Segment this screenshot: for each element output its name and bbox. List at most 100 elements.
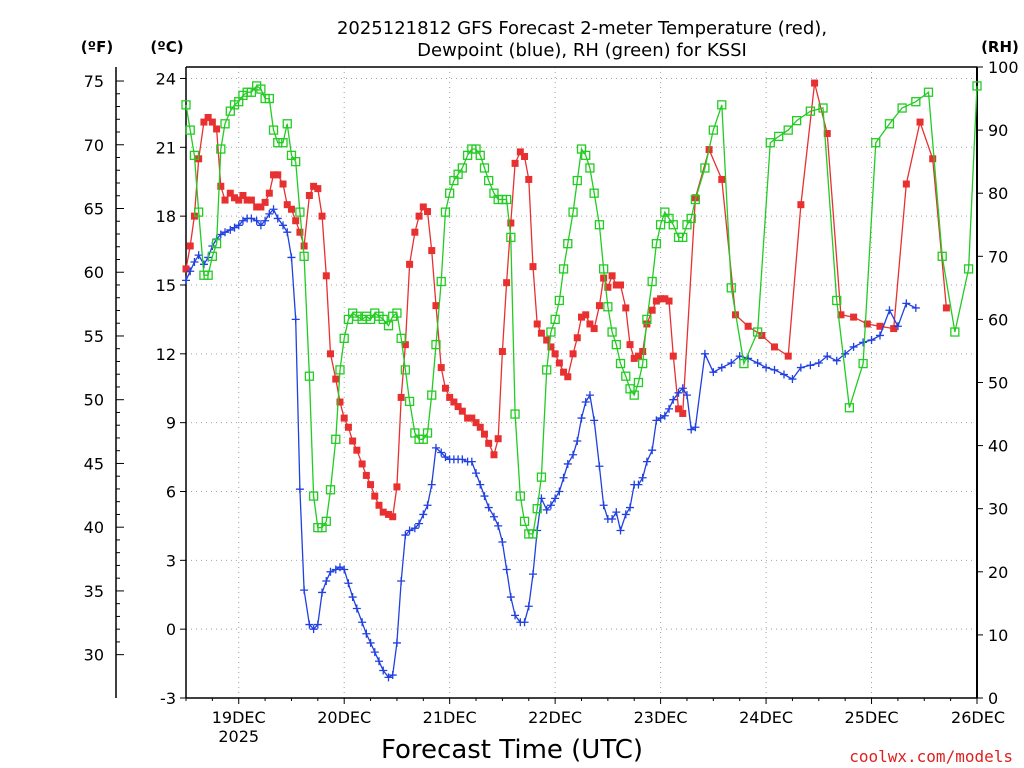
temperature-point xyxy=(560,368,568,376)
rh-point xyxy=(501,194,512,205)
temperature-point xyxy=(401,341,409,349)
fahrenheit-tick-label: 50 xyxy=(84,391,104,410)
dewpoint-point xyxy=(489,512,498,521)
rh-point xyxy=(783,125,793,135)
fahrenheit-tick-label: 60 xyxy=(84,263,104,282)
temperature-point xyxy=(310,182,318,190)
x-tick-label: 21DEC xyxy=(423,708,477,727)
dewpoint-point xyxy=(559,473,568,482)
temperature-point xyxy=(336,398,344,406)
rh-point xyxy=(832,295,842,306)
rh-point xyxy=(427,390,437,400)
dewpoint-point xyxy=(283,228,292,237)
rh-point xyxy=(589,188,599,198)
dewpoint-point xyxy=(484,503,493,512)
rh-point xyxy=(805,106,816,116)
rh-point xyxy=(678,232,688,243)
celsius-tick-label: 6 xyxy=(166,482,176,501)
dewpoint-point xyxy=(300,586,309,595)
credit-text: coolwx.com/models xyxy=(849,747,1013,766)
dewpoint-series xyxy=(182,205,920,682)
temperature-point xyxy=(634,352,642,360)
temperature-point xyxy=(265,189,273,197)
rh-point xyxy=(436,276,446,287)
fahrenheit-tick-label: 40 xyxy=(84,518,104,537)
rh-point xyxy=(647,276,657,287)
celsius-tick-label: -3 xyxy=(160,689,176,708)
temperature-point xyxy=(863,320,871,328)
rh-point xyxy=(181,100,191,110)
dewpoint-point xyxy=(265,209,274,218)
temperature-point xyxy=(590,325,598,333)
temperature-point xyxy=(450,398,458,406)
dewpoint-point xyxy=(494,521,503,530)
temperature-point xyxy=(283,201,291,209)
rh-point xyxy=(528,529,538,539)
temperature-point xyxy=(424,208,432,216)
dewpoint-point xyxy=(867,336,876,345)
dewpoint-point xyxy=(893,322,902,331)
fahrenheit-tick-label: 65 xyxy=(84,199,104,218)
rh-point xyxy=(700,163,710,173)
temperature-point xyxy=(344,423,352,431)
temperature-point xyxy=(604,283,612,291)
dewpoint-point xyxy=(814,358,823,367)
rh-point xyxy=(339,333,349,343)
temperature-point xyxy=(511,159,519,167)
temperature-point xyxy=(476,423,484,431)
dewpoint-point xyxy=(182,276,190,285)
rh-point xyxy=(246,87,257,97)
rh-point xyxy=(400,365,411,375)
dewpoint-point xyxy=(291,315,300,324)
rh-point xyxy=(708,125,718,135)
temperature-point xyxy=(379,508,387,516)
rh-point xyxy=(457,163,467,173)
temperature-point xyxy=(837,311,845,319)
temperature-point xyxy=(389,513,397,521)
temperature-point xyxy=(608,272,616,280)
temperature-point xyxy=(397,393,405,401)
temperature-point xyxy=(415,212,423,220)
dewpoint-point xyxy=(585,391,594,400)
dewpoint-point xyxy=(366,638,375,647)
temperature-point xyxy=(349,437,357,445)
x-tick-label: 22DEC xyxy=(528,708,582,727)
temperature-point xyxy=(326,350,334,358)
rh-point xyxy=(558,264,569,274)
dewpoint-point xyxy=(498,537,507,546)
dewpoint-point xyxy=(226,225,235,234)
dewpoint-point xyxy=(528,570,537,579)
temperature-point xyxy=(437,364,445,372)
rh-point xyxy=(572,175,582,186)
x-tick-label: 19DEC xyxy=(212,708,266,727)
temperature-point xyxy=(261,198,269,206)
rh-point xyxy=(897,103,907,113)
rh-point xyxy=(484,175,494,186)
x-axis-title: Forecast Time (UTC) xyxy=(381,735,643,765)
temperature-point xyxy=(521,152,529,160)
rh-point xyxy=(392,308,402,318)
rh-tick-label: 10 xyxy=(988,626,1008,645)
rh-point xyxy=(844,403,855,413)
dewpoint-point xyxy=(279,221,288,230)
dewpoint-point xyxy=(384,673,393,682)
celsius-tick-label: 0 xyxy=(166,620,176,639)
temperature-point xyxy=(480,430,488,438)
rh-point xyxy=(774,131,784,142)
dewpoint-point xyxy=(392,638,401,647)
rh-point xyxy=(668,220,678,230)
dewpoint-point xyxy=(569,450,578,459)
dewpoint-point xyxy=(352,604,361,613)
rh-point xyxy=(282,119,292,129)
rh-point xyxy=(404,396,415,407)
dewpoint-point xyxy=(252,216,261,225)
fahrenheit-tick-label: 45 xyxy=(84,454,104,473)
dewpoint-point xyxy=(551,494,560,503)
dewpoint-point xyxy=(674,388,683,397)
dewpoint-point xyxy=(427,480,436,489)
temperature-point xyxy=(200,118,208,126)
dewpoint-point xyxy=(358,618,367,627)
dewpoint-point xyxy=(472,469,481,478)
rh-tick-label: 70 xyxy=(988,247,1008,266)
